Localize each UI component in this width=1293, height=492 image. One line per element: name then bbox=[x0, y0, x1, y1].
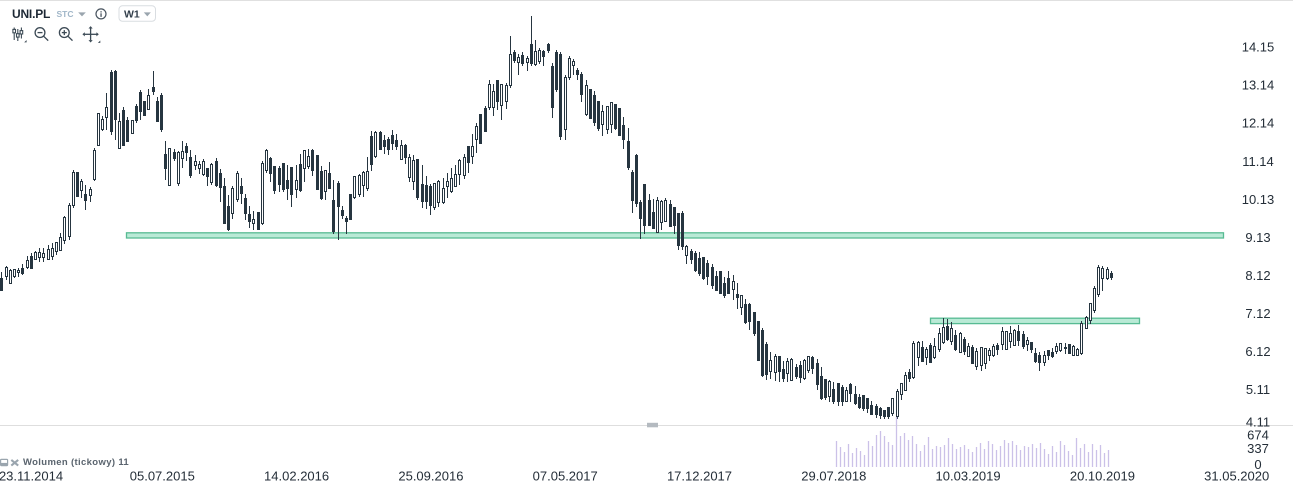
svg-text:07.05.2017: 07.05.2017 bbox=[533, 469, 598, 484]
svg-text:674: 674 bbox=[1247, 427, 1269, 442]
svg-text:10.03.2019: 10.03.2019 bbox=[936, 469, 1001, 484]
svg-text:337: 337 bbox=[1247, 441, 1269, 456]
svg-text:8.12: 8.12 bbox=[1245, 268, 1270, 283]
svg-text:5.11: 5.11 bbox=[1246, 382, 1270, 397]
svg-text:9.13: 9.13 bbox=[1245, 230, 1270, 245]
svg-text:25.09.2016: 25.09.2016 bbox=[398, 469, 463, 484]
svg-text:14.02.2016: 14.02.2016 bbox=[264, 469, 329, 484]
svg-text:0: 0 bbox=[1254, 457, 1261, 472]
svg-text:STC: STC bbox=[57, 9, 74, 19]
svg-text:29.07.2018: 29.07.2018 bbox=[801, 469, 866, 484]
svg-text:7.12: 7.12 bbox=[1245, 306, 1270, 321]
svg-text:12.14: 12.14 bbox=[1242, 116, 1275, 131]
svg-text:10.13: 10.13 bbox=[1242, 192, 1275, 207]
svg-text:14.15: 14.15 bbox=[1242, 40, 1275, 55]
svg-text:W1: W1 bbox=[124, 9, 140, 21]
svg-text:31.05.2020: 31.05.2020 bbox=[1204, 469, 1269, 484]
svg-text:13.14: 13.14 bbox=[1242, 78, 1275, 93]
svg-text:11.14: 11.14 bbox=[1242, 154, 1274, 169]
svg-text:Wolumen (tickowy) 11: Wolumen (tickowy) 11 bbox=[23, 457, 129, 468]
svg-text:23.11.2014: 23.11.2014 bbox=[0, 469, 63, 484]
svg-text:UNI.PL: UNI.PL bbox=[12, 7, 50, 21]
svg-text:4.11: 4.11 bbox=[1246, 415, 1270, 430]
svg-text:20.10.2019: 20.10.2019 bbox=[1070, 469, 1135, 484]
svg-text:17.12.2017: 17.12.2017 bbox=[667, 469, 732, 484]
svg-text:6.12: 6.12 bbox=[1245, 344, 1270, 359]
svg-text:05.07.2015: 05.07.2015 bbox=[130, 469, 195, 484]
